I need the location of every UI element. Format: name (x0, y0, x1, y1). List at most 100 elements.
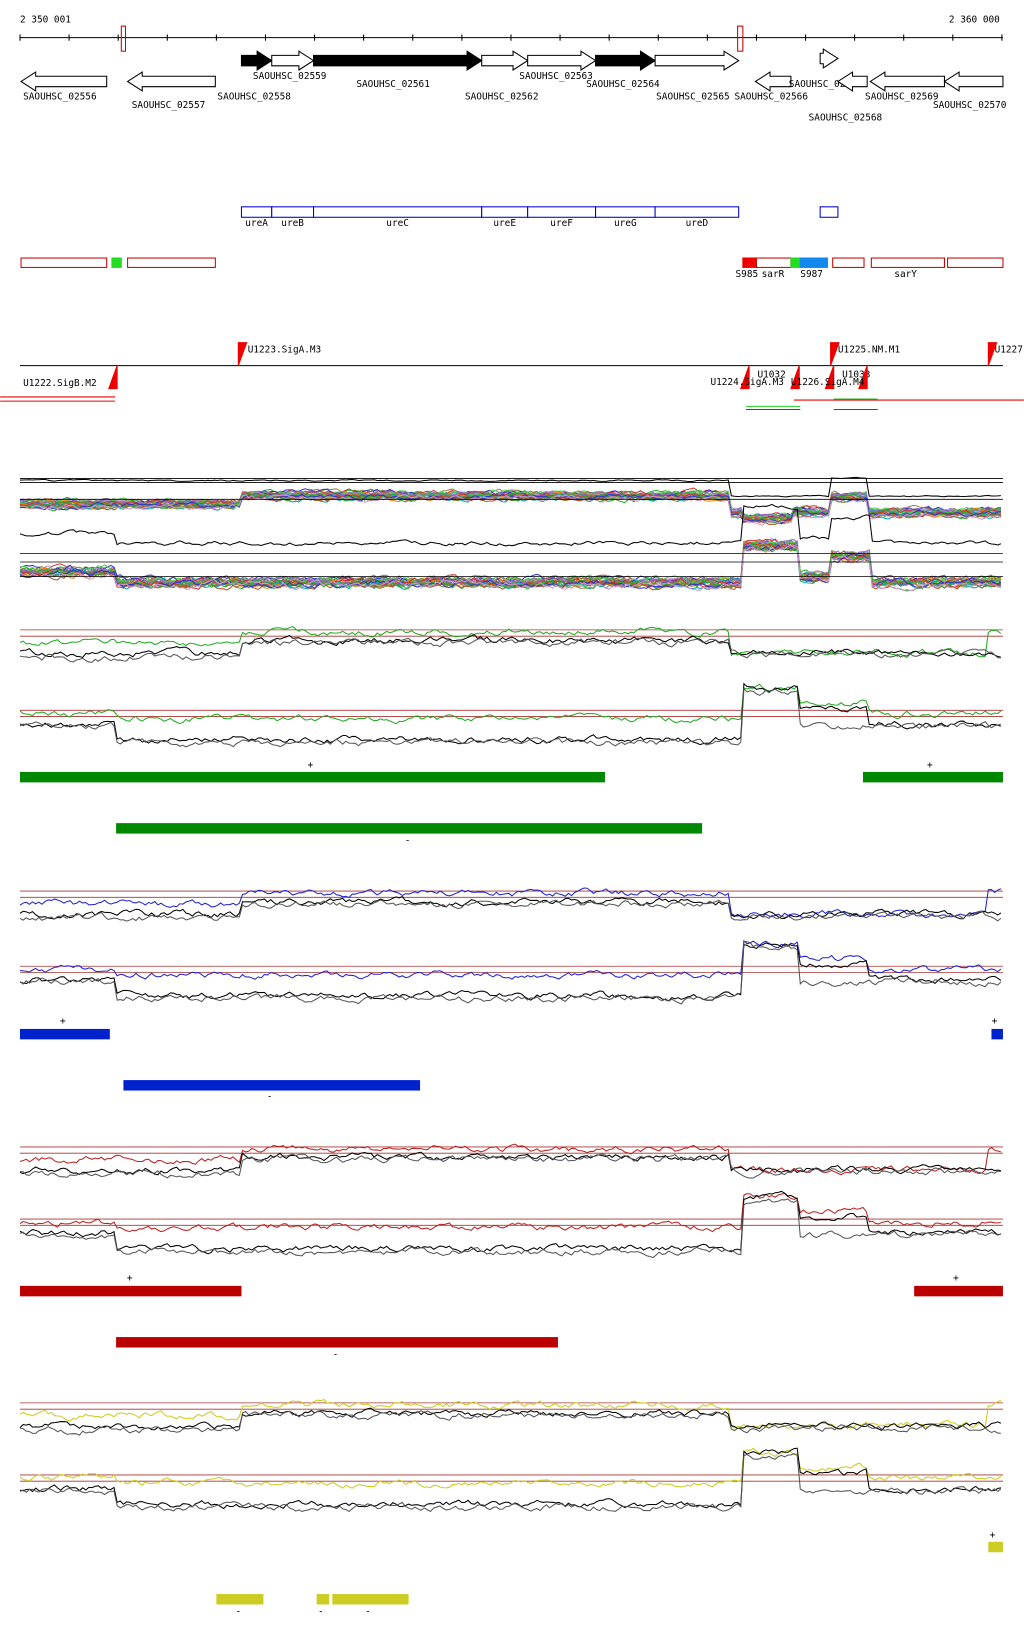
promoter-label: U1032 (757, 370, 785, 381)
trace (19, 1190, 1001, 1255)
strand-label: - (267, 1091, 273, 1102)
gene-box (819, 206, 839, 218)
trace (19, 545, 1002, 592)
gene-box (240, 206, 273, 218)
feature-box (870, 257, 945, 268)
trace (19, 1447, 1001, 1510)
promoter-label: U1222.SigB.M2 (23, 378, 97, 389)
gene-box (271, 206, 315, 218)
gene-box (481, 206, 529, 218)
ruler-start: 2 350 001 (20, 14, 71, 25)
strand-bar (862, 771, 1003, 783)
strand-label: + (127, 1273, 133, 1284)
feature-label: S985 (736, 269, 759, 280)
strand-label: + (990, 1530, 996, 1541)
strand-bar (332, 1594, 409, 1605)
strand-label: - (405, 835, 411, 846)
gene-label: SAOUHSC_02570 (933, 100, 1007, 111)
gene-label: SAOUHSC_02567 (789, 79, 862, 90)
trace (19, 1410, 1001, 1436)
gene-arrow (836, 71, 868, 92)
strand-label: + (308, 760, 314, 771)
trace (19, 1453, 1002, 1513)
promoter-flag (824, 365, 835, 390)
strand-label: - (365, 1606, 371, 1617)
gene-arrow (126, 71, 216, 92)
gene-box (654, 206, 740, 218)
gene-label: SAOUHSC_02565 (656, 92, 729, 103)
gene-label: SAOUHSC_02556 (23, 92, 97, 103)
trace (19, 493, 1002, 525)
feature-box (127, 257, 216, 268)
ruler-end: 2 360 000 (949, 14, 1000, 25)
trace (19, 942, 1002, 1002)
gene-label: SAOUHSC_02558 (217, 92, 291, 103)
strand-label: - (235, 1606, 241, 1617)
strand-bar (20, 1028, 110, 1040)
trace (19, 476, 1001, 498)
gene-label: SAOUHSC_02561 (356, 79, 430, 90)
feature-box (799, 257, 828, 268)
gene-arrow (654, 50, 740, 71)
trace (19, 492, 1002, 522)
gene-arrow (819, 48, 839, 69)
strand-bar (914, 1285, 1003, 1297)
trace (19, 637, 1001, 663)
strand-bar (216, 1594, 264, 1605)
trace (19, 1447, 1002, 1489)
trace (19, 1192, 1001, 1233)
feature-box (742, 257, 757, 268)
trace (19, 1198, 1002, 1259)
trace (19, 683, 1002, 725)
gene-arrow (20, 71, 108, 92)
promoter-flag (858, 365, 868, 390)
strand-label: - (333, 1349, 339, 1360)
gene-name: ureF (550, 218, 573, 229)
promoter-label: U1033 (842, 370, 870, 381)
feature-label: sarR (762, 269, 785, 280)
feature-box (790, 257, 801, 268)
gene-name: ureD (686, 218, 709, 229)
promoter-flag (830, 342, 840, 366)
promoter-label: U1223.SigA.M3 (248, 344, 321, 355)
gene-arrow (313, 50, 483, 71)
gene-box (595, 206, 656, 218)
gene-name: ureC (386, 218, 409, 229)
strand-bar (316, 1594, 330, 1605)
trace (19, 625, 1002, 659)
gene-label: SAOUHSC_02568 (809, 113, 883, 124)
gene-name: ureB (281, 218, 304, 229)
trace (19, 1151, 1001, 1176)
feature-box (947, 257, 1004, 268)
promoter-label: U1225.NM.M1 (838, 344, 901, 355)
strand-bar (123, 1080, 421, 1091)
gene-label: SAOUHSC_02564 (586, 79, 660, 90)
trace (19, 503, 1002, 547)
trace (19, 538, 1002, 587)
trace (19, 1398, 1002, 1430)
promoter-label: U1226.SigA.M4 (791, 377, 865, 388)
promoter-flag (237, 342, 248, 366)
feature-box (111, 257, 122, 268)
strand-label: + (992, 1016, 998, 1027)
ruler-marker (120, 25, 127, 52)
gene-label: SAOUHSC_02559 (253, 71, 327, 82)
promoter-label: U1227 (995, 344, 1023, 355)
trace (19, 1143, 1002, 1176)
gene-name: ureE (493, 218, 516, 229)
trace (19, 542, 1002, 589)
promoter-flag (108, 365, 118, 390)
strand-label: + (60, 1016, 66, 1027)
gene-label: SAOUHSC_02562 (465, 92, 538, 103)
strand-label: + (953, 1273, 959, 1284)
strand-bar (988, 1541, 1003, 1553)
strand-bar (116, 1337, 558, 1348)
gene-arrow (754, 71, 792, 92)
promoter-flag (790, 365, 800, 390)
trace (19, 687, 1002, 748)
feature-box (832, 257, 865, 268)
gene-arrow (481, 50, 529, 71)
gene-arrow (869, 71, 945, 92)
